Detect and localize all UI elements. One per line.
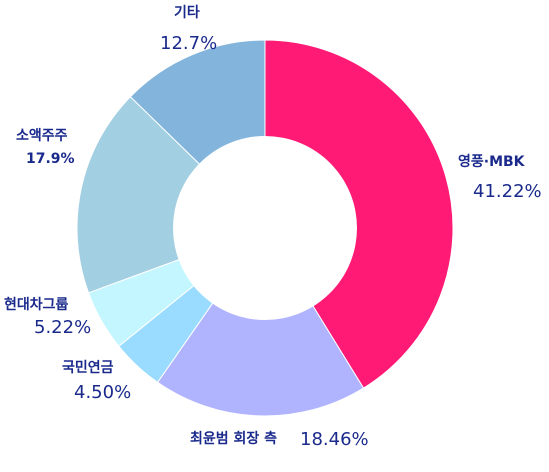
slice-label-hyundai: 현대차그룹 bbox=[4, 297, 69, 313]
slice-label-minority: 소액주주 bbox=[16, 127, 68, 144]
slice-label-choi-side: 최윤범 회장 측 bbox=[190, 430, 277, 447]
donut-hole bbox=[173, 136, 357, 320]
slice-value-choi-side: 18.46% bbox=[300, 429, 369, 450]
slice-value-hyundai: 5.22% bbox=[34, 317, 91, 338]
slice-label-youngpoong-mbk: 영풍·MBK bbox=[458, 153, 526, 170]
slice-value-youngpoong-mbk: 41.22% bbox=[473, 181, 542, 202]
slice-label-nps: 국민연금 bbox=[62, 359, 114, 376]
slice-value-nps: 4.50% bbox=[74, 382, 131, 403]
slice-choi-side bbox=[156, 227, 365, 417]
slice-label-others: 기타 bbox=[174, 5, 200, 21]
slice-value-others: 12.7% bbox=[160, 33, 217, 54]
slice-value-minority: 17.9% bbox=[26, 151, 75, 167]
